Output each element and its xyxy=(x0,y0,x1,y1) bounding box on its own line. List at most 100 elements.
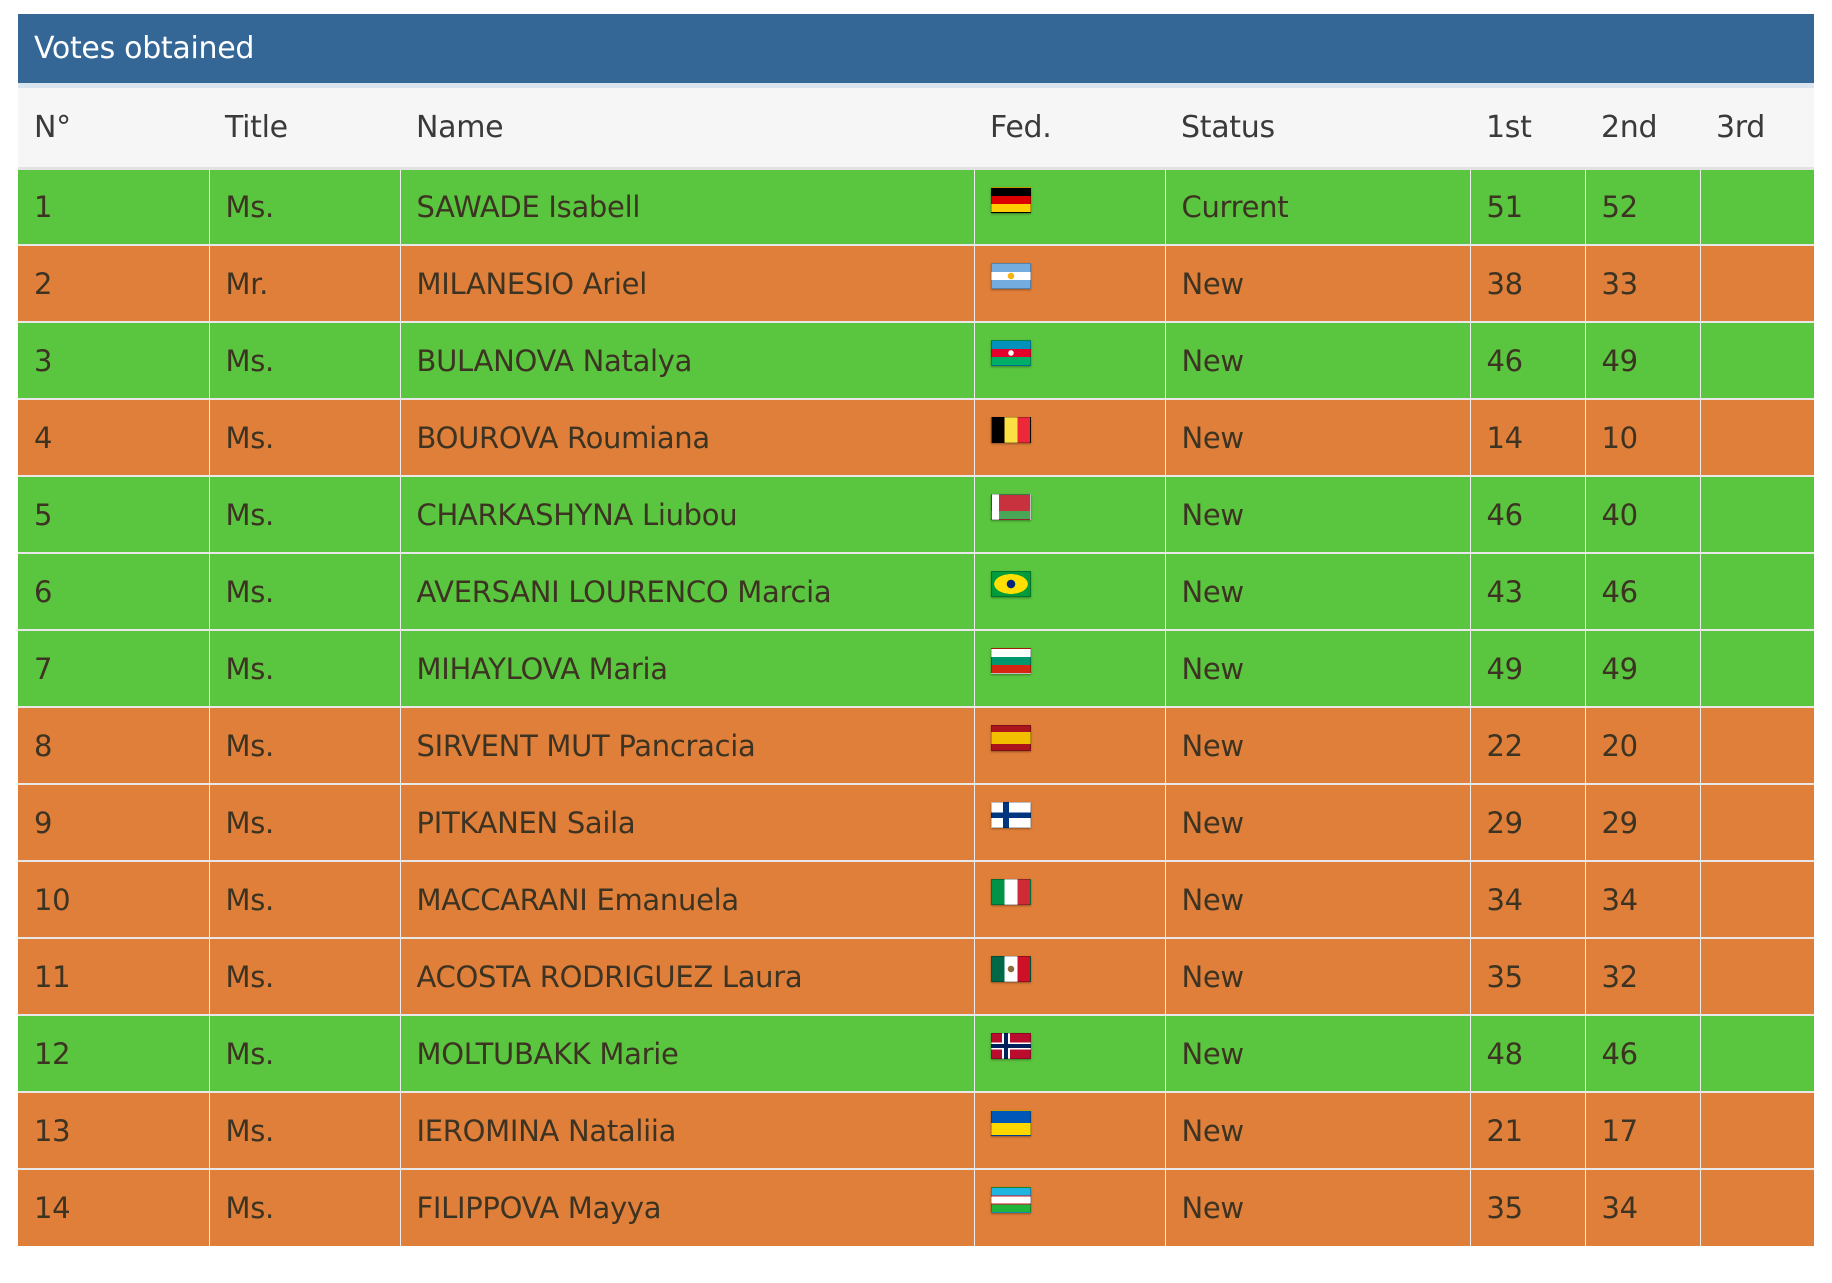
cell-number: 3 xyxy=(34,343,53,378)
cell-status: New xyxy=(1164,245,1470,322)
cell-second-round: 49 xyxy=(1584,630,1700,707)
cell-title: Ms. xyxy=(208,784,400,861)
cell-status: New xyxy=(1164,784,1470,861)
cell-name[interactable]: SIRVENT MUT Pancracia xyxy=(399,707,974,784)
cell-first-round: 48 xyxy=(1469,1015,1585,1092)
cell-title: Ms. xyxy=(208,1092,400,1169)
cell-name[interactable]: FILIPPOVA Mayya xyxy=(399,1169,974,1246)
cell-third-round xyxy=(1699,1092,1814,1169)
cell-name[interactable]: IEROMINA Nataliia xyxy=(399,1092,974,1169)
cell-federation xyxy=(973,938,1165,1015)
cell-name[interactable]: SAWADE Isabell xyxy=(399,168,974,245)
cell-second-round: 49 xyxy=(1584,322,1700,399)
cell-name[interactable]: PITKANEN Saila xyxy=(399,784,974,861)
column-header-title[interactable]: Title xyxy=(225,109,288,145)
cell-first-round: 29 xyxy=(1469,784,1585,861)
cell-status: New xyxy=(1164,938,1470,1015)
cell-name[interactable]: CHARKASHYNA Liubou xyxy=(399,476,974,553)
bulgaria-flag-icon xyxy=(990,648,1031,674)
cell-title: Ms. xyxy=(208,553,400,630)
cell-federation xyxy=(973,553,1165,630)
cell-name[interactable]: MACCARANI Emanuela xyxy=(399,861,974,938)
column-header-federation[interactable]: Fed. xyxy=(990,109,1052,145)
norway-flag-icon xyxy=(990,1033,1031,1059)
column-header-number[interactable]: N° xyxy=(34,109,71,145)
column-header-first-round[interactable]: 1st xyxy=(1486,109,1532,145)
table-row: 1 Ms. SAWADE Isabell Current 51 52 xyxy=(18,168,1814,245)
argentina-flag-icon xyxy=(990,263,1031,289)
cell-status: New xyxy=(1164,630,1470,707)
cell-name[interactable]: BULANOVA Natalya xyxy=(399,322,974,399)
table-row: 8 Ms. SIRVENT MUT Pancracia New 22 20 xyxy=(18,707,1814,784)
table-row: 12 Ms. MOLTUBAKK Marie New 48 46 xyxy=(18,1015,1814,1092)
cell-federation xyxy=(973,630,1165,707)
cell-third-round xyxy=(1699,1015,1814,1092)
cell-second-round: 34 xyxy=(1584,1169,1700,1246)
cell-first-round: 43 xyxy=(1469,553,1585,630)
ukraine-flag-icon xyxy=(990,1110,1031,1136)
table-row: 3 Ms. BULANOVA Natalya New 46 49 xyxy=(18,322,1814,399)
table-row: 10 Ms. MACCARANI Emanuela New 34 34 xyxy=(18,861,1814,938)
cell-name[interactable]: AVERSANI LOURENCO Marcia xyxy=(399,553,974,630)
cell-first-round: 34 xyxy=(1469,861,1585,938)
cell-third-round xyxy=(1699,861,1814,938)
cell-second-round: 33 xyxy=(1584,245,1700,322)
cell-status: Current xyxy=(1164,168,1470,245)
cell-third-round xyxy=(1699,938,1814,1015)
cell-title: Ms. xyxy=(208,322,400,399)
cell-name[interactable]: MIHAYLOVA Maria xyxy=(399,630,974,707)
cell-third-round xyxy=(1699,630,1814,707)
cell-second-round: 20 xyxy=(1584,707,1700,784)
cell-title: Ms. xyxy=(208,1169,400,1246)
germany-flag-icon xyxy=(990,186,1031,213)
brazil-flag-icon xyxy=(990,571,1031,597)
cell-status: New xyxy=(1164,553,1470,630)
cell-number: 6 xyxy=(34,574,53,609)
cell-name[interactable]: MILANESIO Ariel xyxy=(399,245,974,322)
cell-name[interactable]: MOLTUBAKK Marie xyxy=(399,1015,974,1092)
cell-first-round: 21 xyxy=(1469,1092,1585,1169)
cell-title: Ms. xyxy=(208,707,400,784)
cell-first-round: 22 xyxy=(1469,707,1585,784)
cell-number: 14 xyxy=(34,1191,71,1225)
mexico-flag-icon xyxy=(990,956,1031,982)
column-header-name[interactable]: Name xyxy=(416,109,504,145)
cell-number: 2 xyxy=(34,266,53,301)
cell-status: New xyxy=(1164,1092,1470,1169)
cell-title: Ms. xyxy=(208,630,400,707)
cell-number: 5 xyxy=(34,497,53,532)
cell-number: 12 xyxy=(34,1036,71,1071)
cell-title: Ms. xyxy=(208,938,400,1015)
table-row: 5 Ms. CHARKASHYNA Liubou New 46 40 xyxy=(18,476,1814,553)
cell-second-round: 17 xyxy=(1584,1092,1700,1169)
cell-status: New xyxy=(1164,861,1470,938)
cell-federation xyxy=(973,784,1165,861)
cell-first-round: 51 xyxy=(1469,168,1585,245)
cell-federation xyxy=(973,1015,1165,1092)
cell-first-round: 35 xyxy=(1469,938,1585,1015)
cell-title: Ms. xyxy=(208,168,400,245)
cell-title: Mr. xyxy=(208,245,400,322)
cell-title: Ms. xyxy=(208,861,400,938)
column-header-status[interactable]: Status xyxy=(1181,109,1275,145)
cell-first-round: 46 xyxy=(1469,476,1585,553)
votes-panel: Votes obtained N° Title Name Fed. Status… xyxy=(18,14,1814,1246)
cell-name[interactable]: ACOSTA RODRIGUEZ Laura xyxy=(399,938,974,1015)
cell-first-round: 38 xyxy=(1469,245,1585,322)
cell-third-round xyxy=(1699,322,1814,399)
cell-first-round: 35 xyxy=(1469,1169,1585,1246)
cell-number: 9 xyxy=(34,805,53,840)
cell-federation xyxy=(973,399,1165,476)
cell-status: New xyxy=(1164,322,1470,399)
cell-second-round: 32 xyxy=(1584,938,1700,1015)
table-body: 1 Ms. SAWADE Isabell Current 51 52 2 Mr. MILANES… xyxy=(18,168,1814,1246)
cell-second-round: 34 xyxy=(1584,861,1700,938)
column-header-third-round[interactable]: 3rd xyxy=(1716,109,1766,145)
cell-second-round: 52 xyxy=(1584,168,1700,245)
column-header-second-round[interactable]: 2nd xyxy=(1601,109,1658,145)
cell-first-round: 14 xyxy=(1469,399,1585,476)
table-row: 14 Ms. FILIPPOVA Mayya New 35 34 xyxy=(18,1169,1814,1246)
belarus-flag-icon xyxy=(990,494,1031,520)
cell-name[interactable]: BOUROVA Roumiana xyxy=(399,399,974,476)
cell-federation xyxy=(973,322,1165,399)
